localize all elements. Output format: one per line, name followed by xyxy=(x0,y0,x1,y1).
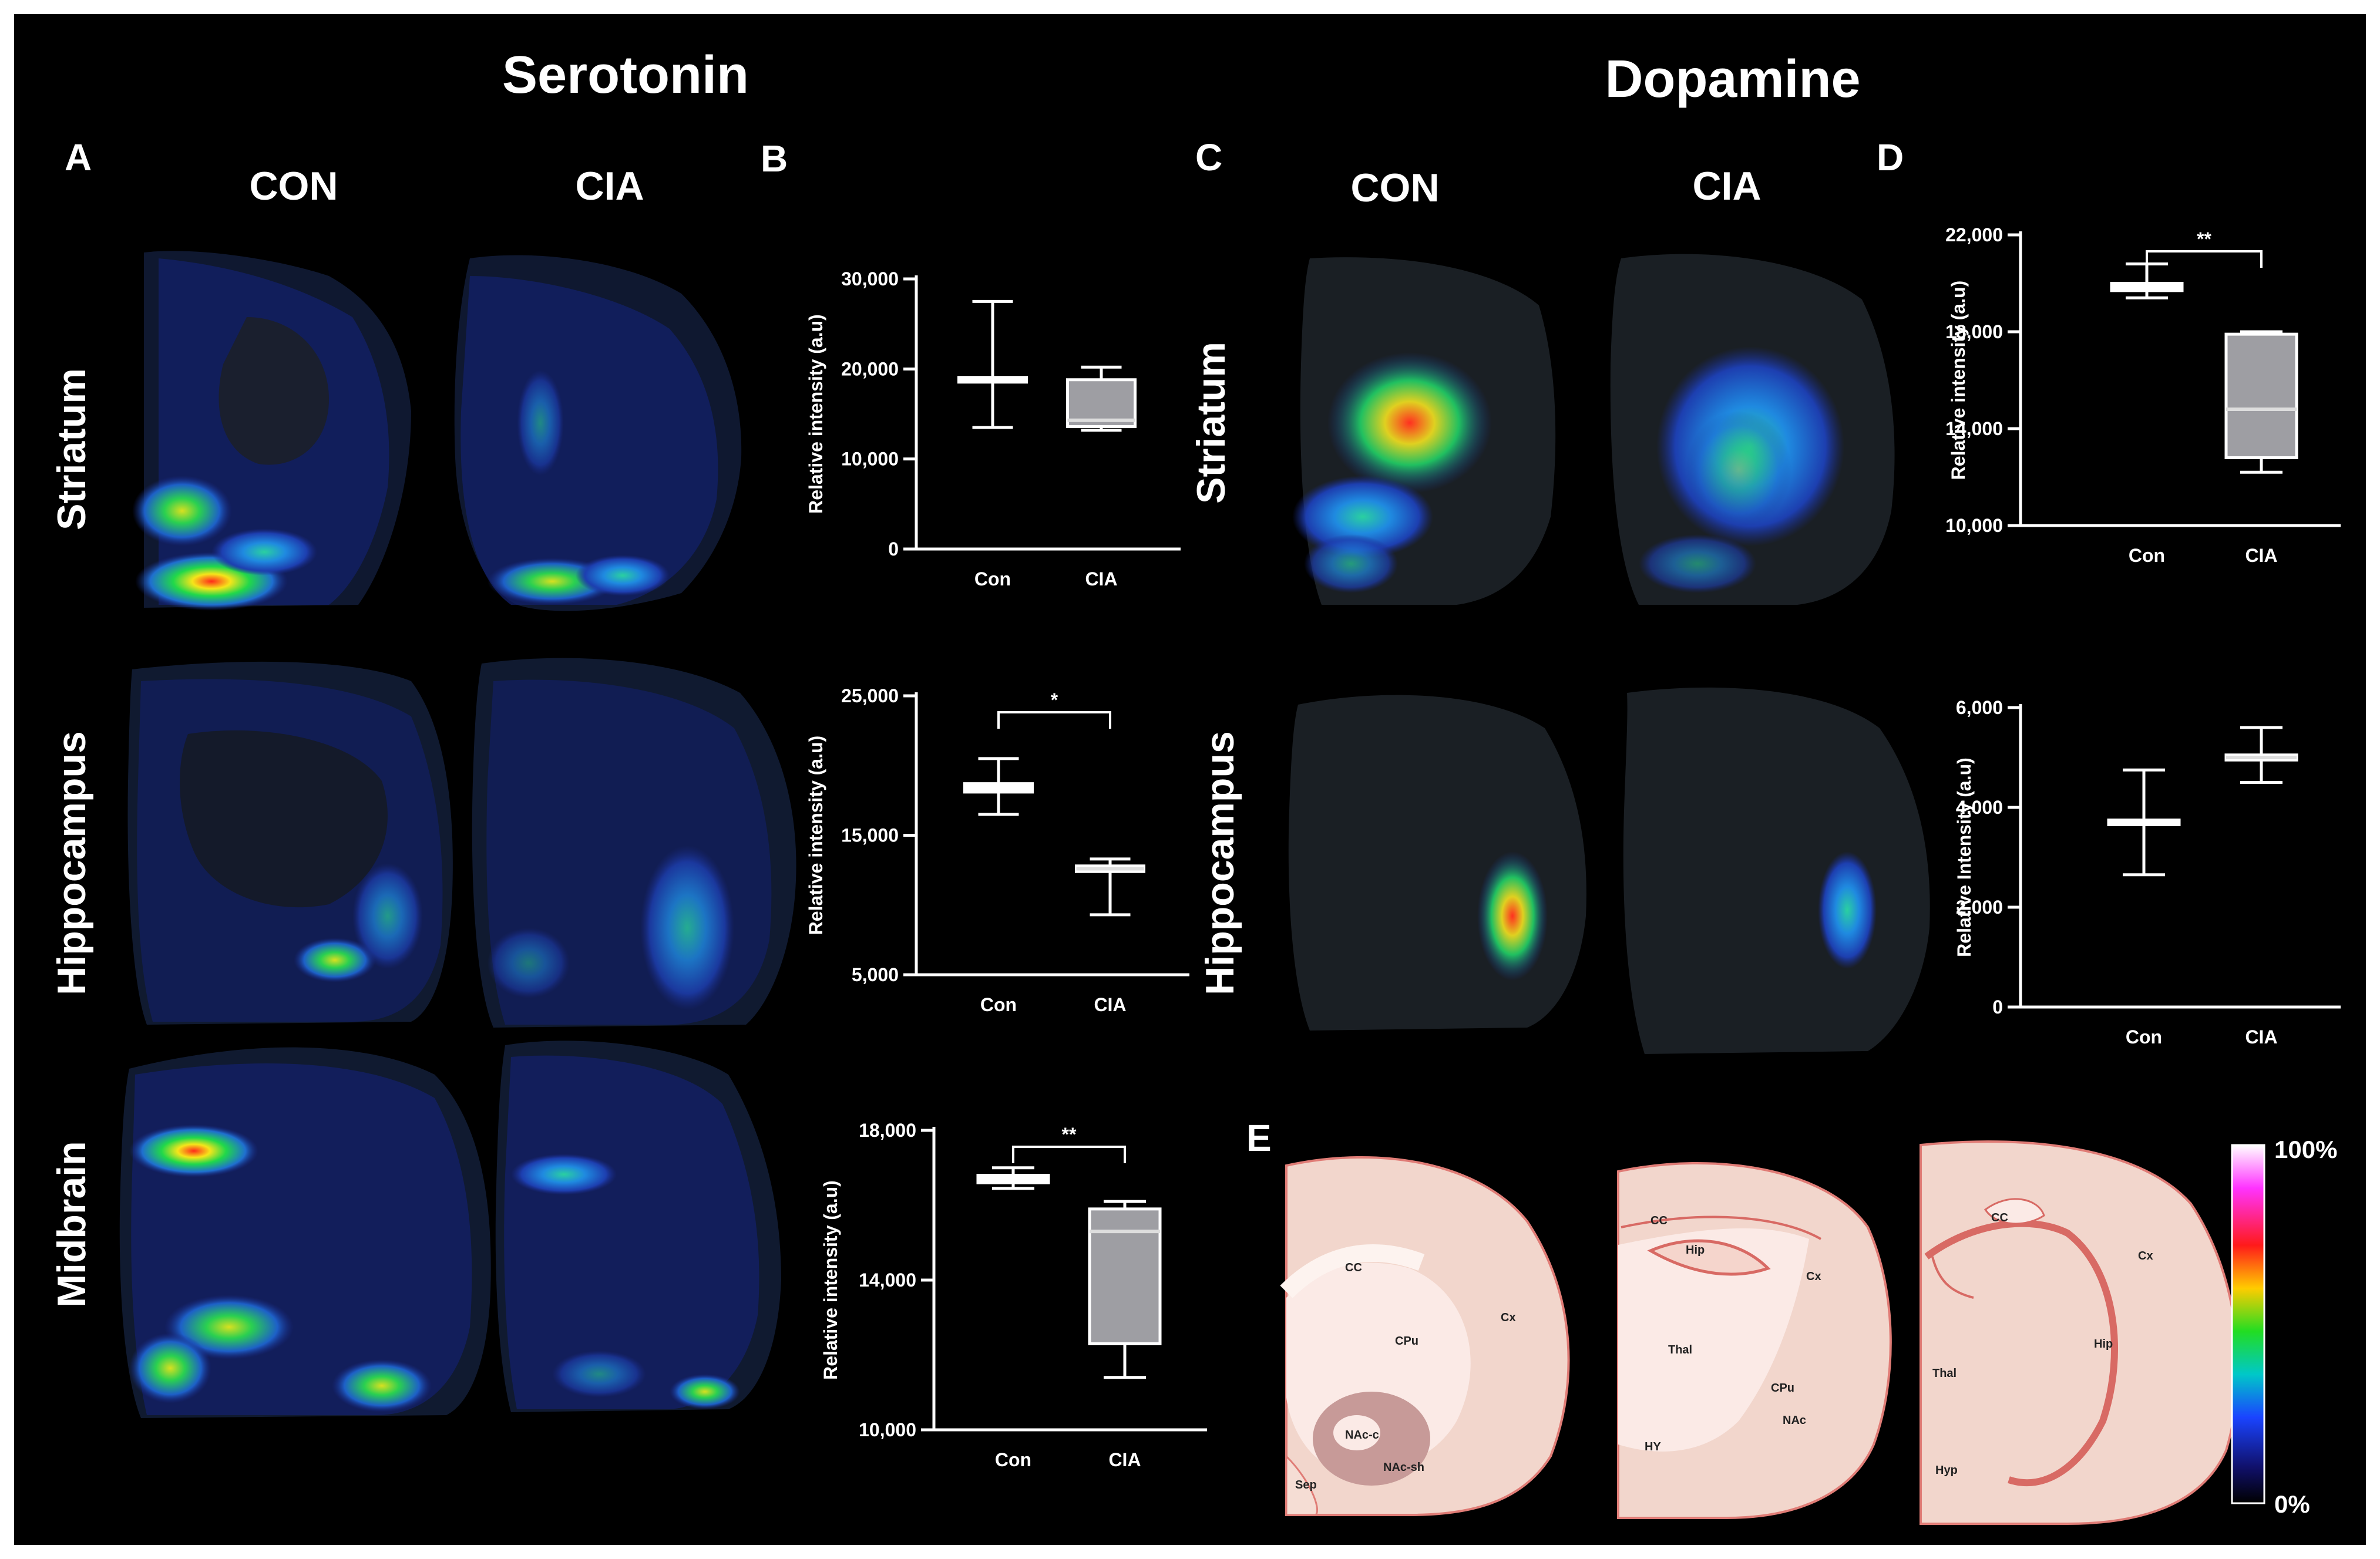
atlas-label-cc-2: CC xyxy=(1650,1214,1668,1227)
atlas-label-cx-3: Cx xyxy=(2138,1250,2153,1262)
y-tick-label: 10,000 xyxy=(1945,515,2003,536)
y-tick-label: 0 xyxy=(888,538,899,560)
chart-dopamine-hippocampus: 0 2,000 4,000 6,000 Relative Intensity (a.u)… xyxy=(1954,697,2341,1048)
y-tick-label: 2,000 xyxy=(1956,897,2003,918)
atlas-label-nac: NAc xyxy=(1783,1414,1806,1427)
msi-serotonin-hippocampus-cia xyxy=(472,658,796,1028)
significance-bracket xyxy=(997,711,1111,729)
msi-dopamine-striatum-con xyxy=(1292,257,1556,605)
dopamine-cia-header: CIA xyxy=(1692,164,1761,208)
x-tick-label: Con xyxy=(980,994,1017,1015)
atlas-label-hip-3: Hip xyxy=(2094,1338,2113,1351)
atlas-label-hip: Hip xyxy=(1686,1244,1705,1257)
significance-marker: ** xyxy=(2197,228,2211,250)
y-tick-label: 10,000 xyxy=(841,449,899,470)
colorbar-gradient xyxy=(2231,1144,2265,1504)
y-axis-label: Relative intensity (a.u) xyxy=(820,1180,841,1380)
atlas-label-cx-2: Cx xyxy=(1806,1270,1821,1283)
colorbar-min-label: 0% xyxy=(2274,1490,2310,1518)
y-tick-label: 20,000 xyxy=(841,358,899,379)
msi-dopamine-striatum-cia xyxy=(1610,254,1895,605)
y-axis-label: Relative intensity (a.u) xyxy=(1948,281,1969,480)
chart-serotonin-striatum: 0 10,000 20,000 30,000 Relative intensity (a… xyxy=(805,268,1181,590)
chart-serotonin-hippocampus: 5,000 15,000 25,000 Relative intensity (a.u… xyxy=(805,685,1189,1015)
msi-serotonin-striatum-cia xyxy=(454,255,742,611)
y-tick-label: 22,000 xyxy=(1945,224,2003,245)
x-tick-label: CIA xyxy=(1085,568,1117,590)
serotonin-title: Serotonin xyxy=(502,46,749,105)
atlas-label-nac-c: NAc-c xyxy=(1345,1429,1379,1442)
msi-dopamine-hippocampus-con xyxy=(1288,695,1586,1031)
serotonin-con-header: CON xyxy=(249,164,338,208)
y-tick-label: 18,000 xyxy=(859,1120,916,1141)
atlas-label-hyp: Hyp xyxy=(1935,1464,1958,1477)
region-label-hippocampus-left: Hippocampus xyxy=(49,731,94,995)
msi-serotonin-midbrain-con xyxy=(119,1047,491,1418)
panel-letter-c: C xyxy=(1195,136,1222,179)
x-tick-label: CIA xyxy=(1108,1449,1141,1470)
x-tick-label: Con xyxy=(2126,1026,2162,1048)
atlas-label-thal: Thal xyxy=(1668,1343,1692,1356)
x-tick-label: Con xyxy=(974,568,1011,590)
region-label-hippocampus-right: Hippocampus xyxy=(1198,731,1242,995)
y-tick-label: 15,000 xyxy=(841,825,899,846)
atlas-hippocampus: CC Hip Cx Thal CPu NAc HY xyxy=(1617,1161,1892,1519)
atlas-midbrain: CC Cx Hip Thal Hyp xyxy=(1920,1140,2239,1525)
dopamine-title: Dopamine xyxy=(1605,50,1860,109)
region-label-striatum-left: Striatum xyxy=(49,368,94,530)
msi-serotonin-hippocampus-con xyxy=(127,661,453,1025)
atlas-label-cx: Cx xyxy=(1501,1311,1516,1324)
atlas-label-nac-sh: NAc-sh xyxy=(1383,1461,1424,1474)
y-tick-label: 0 xyxy=(1992,996,2003,1018)
y-tick-label: 5,000 xyxy=(852,964,899,985)
atlas-label-hy: HY xyxy=(1645,1440,1661,1453)
box-body xyxy=(2224,332,2298,459)
significance-marker: ** xyxy=(1062,1124,1077,1145)
panel-letter-b: B xyxy=(761,137,788,180)
atlas-label-cpu: CPu xyxy=(1395,1335,1418,1348)
chart-dopamine-striatum: 10,000 14,000 18,000 22,000 Relative intensi… xyxy=(1945,224,2341,566)
atlas-label-sep: Sep xyxy=(1295,1479,1317,1491)
y-tick-label: 6,000 xyxy=(1956,697,2003,718)
significance-bracket xyxy=(1012,1146,1126,1163)
msi-dopamine-hippocampus-cia xyxy=(1623,687,1930,1054)
x-tick-label: CIA xyxy=(1094,994,1126,1015)
chart-serotonin-midbrain: 10,000 14,000 18,000 Relative intensity (a.… xyxy=(820,1120,1207,1470)
atlas-label-cc-3: CC xyxy=(1991,1211,2008,1224)
region-label-midbrain-left: Midbrain xyxy=(49,1141,94,1307)
y-tick-label: 14,000 xyxy=(859,1270,916,1291)
atlas-label-cc: CC xyxy=(1345,1261,1362,1274)
x-tick-label: Con xyxy=(995,1449,1031,1470)
y-axis-label: Relative Intensity (a.u) xyxy=(1954,757,1975,957)
msi-serotonin-striatum-con xyxy=(132,251,411,611)
y-axis-label: Relative intensity (a.u) xyxy=(805,314,826,514)
y-tick-label: 14,000 xyxy=(1945,418,2003,439)
serotonin-cia-header: CIA xyxy=(575,164,644,208)
panel-letter-a: A xyxy=(65,136,92,179)
panel-letter-d: D xyxy=(1877,136,1904,179)
y-tick-label: 18,000 xyxy=(1945,321,2003,342)
y-tick-label: 4,000 xyxy=(1956,797,2003,818)
x-tick-label: CIA xyxy=(2245,545,2277,566)
panel-letter-e: E xyxy=(1246,1117,1272,1159)
atlas-label-cpu-2: CPu xyxy=(1771,1382,1794,1395)
significance-bracket xyxy=(2146,250,2263,268)
significance-marker: * xyxy=(1051,689,1058,711)
atlas-label-thal-3: Thal xyxy=(1932,1367,1957,1380)
y-tick-label: 10,000 xyxy=(859,1419,916,1440)
y-tick-label: 25,000 xyxy=(841,685,899,706)
x-tick-label: Con xyxy=(2129,545,2165,566)
colorbar-max-label: 100% xyxy=(2274,1136,2337,1163)
region-label-striatum-right: Striatum xyxy=(1189,342,1233,504)
x-tick-label: CIA xyxy=(2245,1026,2277,1048)
msi-serotonin-midbrain-cia xyxy=(495,1041,781,1412)
intensity-colorbar: 100% 0% xyxy=(2231,1136,2337,1518)
box-body xyxy=(1088,1207,1162,1345)
atlas-striatum: CC CPu Cx NAc-c NAc-sh Sep xyxy=(1280,1156,1570,1516)
dopamine-con-header: CON xyxy=(1350,166,1439,210)
y-axis-label: Relative intensity (a.u) xyxy=(805,736,826,935)
y-tick-label: 30,000 xyxy=(841,268,899,289)
